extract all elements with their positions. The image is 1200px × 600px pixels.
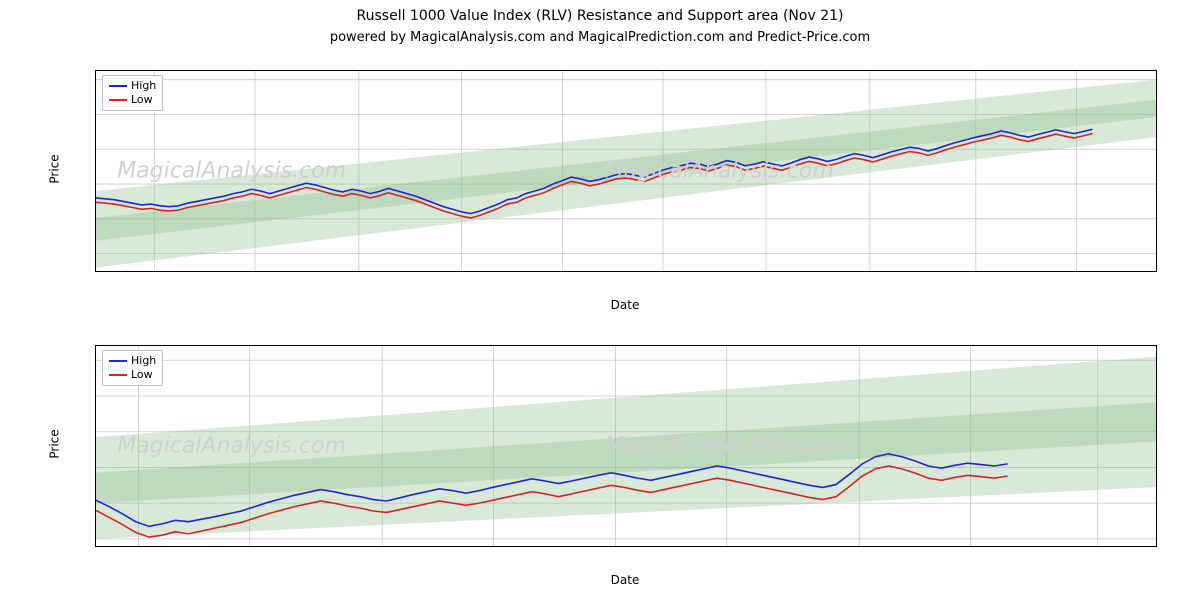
legend-bottom: High Low — [102, 350, 163, 386]
legend-label-high-2: High — [131, 354, 156, 368]
legend-row-high-2: High — [109, 354, 156, 368]
legend-row-low-2: Low — [109, 368, 156, 382]
ylabel-top: Price — [48, 154, 62, 183]
chart-title: Russell 1000 Value Index (RLV) Resistanc… — [0, 8, 1200, 24]
legend-row-high: High — [109, 79, 156, 93]
legend-swatch-high-2 — [109, 360, 127, 362]
chart-subtitle: powered by MagicalAnalysis.com and Magic… — [0, 30, 1200, 45]
chart-bottom: MagicalAnalysis.com MagicalPrediction.co… — [95, 345, 1157, 547]
legend-top: High Low — [102, 75, 163, 111]
legend-row-low: Low — [109, 93, 156, 107]
ylabel-bottom: Price — [48, 429, 62, 458]
legend-label-low: Low — [131, 93, 153, 107]
figure-root: Russell 1000 Value Index (RLV) Resistanc… — [0, 0, 1200, 600]
legend-swatch-low — [109, 99, 127, 101]
chart-top: MagicalAnalysis.com MagicalAnalysis.com … — [95, 70, 1157, 272]
legend-label-low-2: Low — [131, 368, 153, 382]
chart-top-svg — [96, 71, 1156, 271]
chart-bottom-svg — [96, 346, 1156, 546]
legend-label-high: High — [131, 79, 156, 93]
legend-swatch-low-2 — [109, 374, 127, 376]
xlabel-top: Date — [95, 298, 1155, 312]
legend-swatch-high — [109, 85, 127, 87]
xlabel-bottom: Date — [95, 573, 1155, 587]
